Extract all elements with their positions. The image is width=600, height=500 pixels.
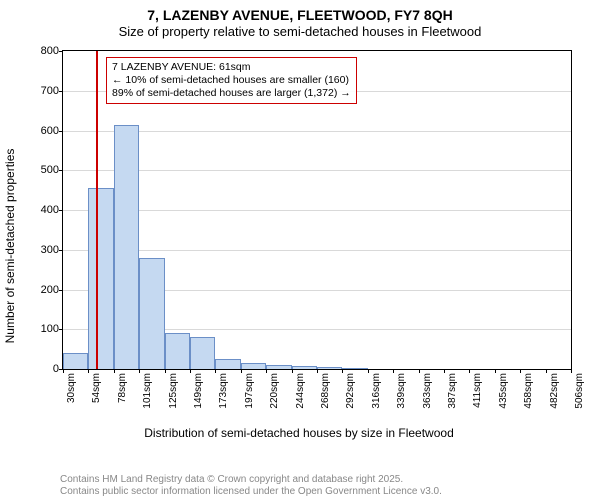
xtick-mark (215, 369, 216, 373)
histogram-bar (215, 359, 240, 369)
ytick-mark (59, 329, 63, 330)
histogram-bar (88, 188, 113, 369)
xtick-mark (444, 369, 445, 373)
xtick-label: 506sqm (574, 373, 585, 409)
xtick-label: 387sqm (447, 373, 458, 409)
xtick-label: 173sqm (218, 373, 229, 409)
xtick-label: 411sqm (472, 373, 483, 408)
xtick-mark (266, 369, 267, 373)
xtick-label: 149sqm (193, 373, 204, 409)
xtick-mark (317, 369, 318, 373)
ytick-label: 600 (41, 125, 59, 137)
xtick-label: 316sqm (371, 373, 382, 409)
xtick-label: 78sqm (117, 373, 128, 403)
xtick-label: 220sqm (269, 373, 280, 409)
xtick-mark (241, 369, 242, 373)
ytick-label: 200 (41, 284, 59, 296)
xtick-mark (495, 369, 496, 373)
ytick-label: 800 (41, 45, 59, 57)
credit-line1: Contains HM Land Registry data © Crown c… (60, 474, 442, 486)
xtick-mark (88, 369, 89, 373)
xtick-label: 482sqm (549, 373, 560, 409)
gridline (63, 170, 571, 171)
ytick-mark (59, 290, 63, 291)
page-title: 7, LAZENBY AVENUE, FLEETWOOD, FY7 8QH (0, 0, 600, 24)
xtick-mark (546, 369, 547, 373)
page-subtitle: Size of property relative to semi-detach… (0, 24, 600, 40)
xtick-mark (139, 369, 140, 373)
xtick-mark (469, 369, 470, 373)
histogram-bar (266, 365, 291, 369)
histogram-bar (292, 366, 317, 369)
annotation-line1: 7 LAZENBY AVENUE: 61sqm (112, 61, 351, 74)
x-axis-label: Distribution of semi-detached houses by … (18, 426, 580, 440)
annotation-box: 7 LAZENBY AVENUE: 61sqm ← 10% of semi-de… (106, 57, 357, 104)
xtick-label: 197sqm (244, 373, 255, 409)
xtick-mark (292, 369, 293, 373)
gridline (63, 131, 571, 132)
xtick-mark (571, 369, 572, 373)
histogram-bar (241, 363, 266, 369)
ytick-mark (59, 210, 63, 211)
xtick-label: 125sqm (168, 373, 179, 409)
chart-wrap: Number of semi-detached properties 01002… (18, 46, 580, 446)
histogram-bar (63, 353, 88, 369)
histogram-bar (165, 333, 190, 369)
annotation-line3: 89% of semi-detached houses are larger (… (112, 87, 351, 100)
histogram-bar (139, 258, 164, 369)
ytick-mark (59, 250, 63, 251)
xtick-label: 292sqm (345, 373, 356, 409)
histogram-bar (114, 125, 139, 369)
xtick-mark (63, 369, 64, 373)
ytick-label: 100 (41, 323, 59, 335)
chart-container: 7, LAZENBY AVENUE, FLEETWOOD, FY7 8QH Si… (0, 0, 600, 500)
histogram-bar (190, 337, 215, 369)
y-axis-label: Number of semi-detached properties (3, 149, 17, 344)
marker-line (96, 51, 98, 369)
xtick-label: 30sqm (66, 373, 77, 403)
ytick-mark (59, 91, 63, 92)
xtick-mark (165, 369, 166, 373)
credit-line2: Contains public sector information licen… (60, 486, 442, 498)
gridline (63, 250, 571, 251)
xtick-mark (190, 369, 191, 373)
xtick-mark (393, 369, 394, 373)
xtick-mark (368, 369, 369, 373)
xtick-label: 363sqm (422, 373, 433, 409)
gridline (63, 210, 571, 211)
ytick-label: 300 (41, 244, 59, 256)
xtick-label: 268sqm (320, 373, 331, 409)
xtick-label: 54sqm (91, 373, 102, 403)
ytick-label: 500 (41, 164, 59, 176)
plot-area: 010020030040050060070080030sqm54sqm78sqm… (62, 50, 572, 370)
histogram-bar (342, 368, 367, 369)
xtick-label: 244sqm (295, 373, 306, 409)
xtick-mark (342, 369, 343, 373)
xtick-mark (114, 369, 115, 373)
ytick-mark (59, 51, 63, 52)
xtick-label: 101sqm (142, 373, 153, 409)
annotation-line2: ← 10% of semi-detached houses are smalle… (112, 74, 351, 87)
ytick-label: 0 (53, 363, 59, 375)
ytick-mark (59, 170, 63, 171)
credit-text: Contains HM Land Registry data © Crown c… (60, 474, 442, 498)
xtick-mark (520, 369, 521, 373)
histogram-bar (317, 367, 342, 369)
xtick-mark (419, 369, 420, 373)
ytick-label: 400 (41, 204, 59, 216)
xtick-label: 435sqm (498, 373, 509, 409)
xtick-label: 458sqm (523, 373, 534, 409)
xtick-label: 339sqm (396, 373, 407, 409)
ytick-mark (59, 131, 63, 132)
ytick-label: 700 (41, 85, 59, 97)
